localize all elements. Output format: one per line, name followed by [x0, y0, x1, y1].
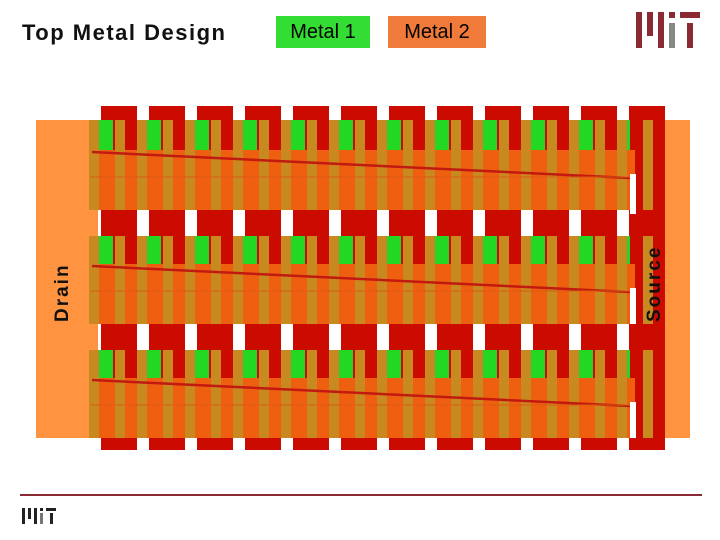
via-column: [473, 236, 483, 324]
via-column: [163, 120, 173, 210]
via-column: [307, 236, 317, 324]
via-column: [595, 350, 605, 438]
via-column: [521, 350, 531, 438]
via-column: [163, 236, 173, 324]
via-column: [281, 350, 291, 438]
via-column: [521, 120, 531, 210]
via-column: [617, 120, 627, 210]
connector-line: [91, 264, 631, 294]
via-column: [185, 350, 195, 438]
via-column: [185, 236, 195, 324]
legend-metal-1: Metal 1: [276, 16, 370, 48]
via-column: [547, 120, 557, 210]
via-column: [499, 350, 509, 438]
via-column: [89, 236, 99, 324]
via-column: [425, 120, 435, 210]
via-column: [89, 120, 99, 210]
connector-line: [91, 150, 631, 180]
via-column: [569, 350, 579, 438]
via-column: [643, 120, 653, 210]
via-column: [521, 236, 531, 324]
via-column: [259, 236, 269, 324]
via-column: [403, 236, 413, 324]
via-column: [547, 350, 557, 438]
via-column: [185, 120, 195, 210]
via-column: [137, 236, 147, 324]
via-column: [259, 350, 269, 438]
via-column: [451, 236, 461, 324]
via-column: [595, 120, 605, 210]
legend-metal-1-label: Metal 1: [290, 20, 356, 43]
source-label: Source: [644, 245, 665, 322]
via-column: [451, 350, 461, 438]
via-column: [643, 350, 653, 438]
via-column: [329, 236, 339, 324]
via-column: [115, 236, 125, 324]
via-column: [211, 236, 221, 324]
via-column: [473, 120, 483, 210]
via-column: [115, 350, 125, 438]
mit-logo-icon: [636, 12, 700, 48]
legend-metal-2-label: Metal 2: [404, 20, 470, 43]
drain-label: Drain: [52, 263, 73, 322]
via-column: [281, 236, 291, 324]
via-column: [617, 236, 627, 324]
gap: [630, 288, 636, 324]
via-column: [473, 350, 483, 438]
via-column: [595, 236, 605, 324]
via-column: [569, 236, 579, 324]
via-column: [547, 236, 557, 324]
via-column: [403, 120, 413, 210]
via-column: [233, 350, 243, 438]
via-column: [307, 350, 317, 438]
via-column: [451, 120, 461, 210]
via-column: [425, 236, 435, 324]
footer-rule: [20, 494, 702, 496]
connector-line: [91, 378, 631, 408]
legend-metal-2: Metal 2: [388, 16, 486, 48]
via-column: [89, 350, 99, 438]
via-column: [115, 120, 125, 210]
page-title: Top Metal Design: [22, 20, 227, 45]
via-column: [643, 236, 653, 324]
gap: [630, 402, 636, 438]
via-column: [499, 120, 509, 210]
via-column: [307, 120, 317, 210]
via-column: [499, 236, 509, 324]
gap: [630, 174, 636, 214]
via-column: [425, 350, 435, 438]
via-column: [233, 120, 243, 210]
via-column: [163, 350, 173, 438]
mit-logo-small-icon: [22, 508, 56, 524]
via-column: [569, 120, 579, 210]
via-column: [211, 350, 221, 438]
via-column: [233, 236, 243, 324]
via-column: [329, 120, 339, 210]
via-column: [329, 350, 339, 438]
drain-pad: [36, 120, 98, 438]
via-column: [259, 120, 269, 210]
via-column: [281, 120, 291, 210]
via-column: [211, 120, 221, 210]
via-column: [137, 120, 147, 210]
via-column: [617, 350, 627, 438]
via-column: [403, 350, 413, 438]
via-column: [137, 350, 147, 438]
